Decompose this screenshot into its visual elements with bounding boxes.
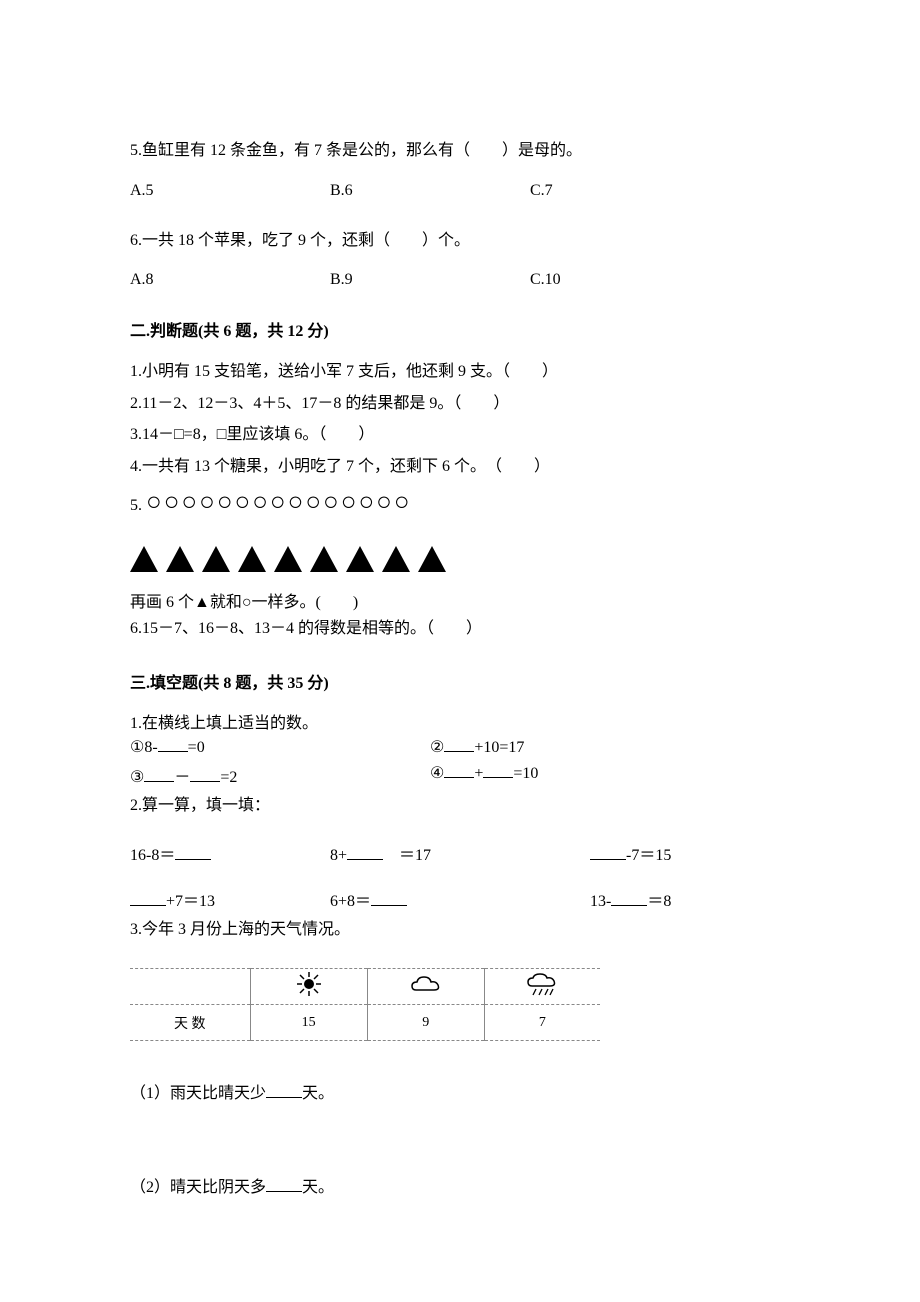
tf-4: 4.一共有 13 个糖果，小明吃了 7 个，还剩下 6 个。 （ ） [130, 454, 790, 480]
triangle-icon [166, 546, 194, 572]
blank [444, 764, 474, 778]
row-label: 天 数 [130, 1005, 250, 1041]
tf-5: 5. ○○○○○○○○○○○○○○○ [130, 486, 790, 519]
blank [190, 768, 220, 782]
table-row [130, 969, 600, 1005]
s1-post: 天。 [302, 1085, 334, 1102]
blank [347, 846, 383, 860]
tf-6: 6.15－7、16－8、13－4 的得数是相等的。（ ） [130, 616, 790, 642]
triangle-icon [418, 546, 446, 572]
sunny-days: 15 [250, 1005, 367, 1041]
f1a-pre: ①8- [130, 739, 158, 756]
cell-rainy-icon [484, 969, 600, 1005]
option-c: C.10 [530, 271, 730, 289]
option-c: C.7 [530, 182, 730, 200]
blank [444, 738, 474, 752]
section-2-title: 二.判断题(共 6 题，共 12 分) [130, 317, 790, 341]
blank [371, 892, 407, 906]
question-5-options: A.5 B.6 C.7 [130, 182, 790, 200]
sun-icon [289, 970, 329, 998]
triangle-icon [238, 546, 266, 572]
f2a-pre: ③ [130, 769, 144, 786]
blank [266, 1084, 302, 1098]
blank [590, 846, 626, 860]
tf-2: 2.11－2、12－3、4＋5、17－8 的结果都是 9。（ ） [130, 391, 790, 417]
triangle-icon [202, 546, 230, 572]
f1b-post: +10=17 [474, 739, 524, 756]
c2a-post: +7＝13 [166, 893, 215, 910]
question-6: 6.一共 18 个苹果，吃了 9 个，还剩（ ）个。 [130, 228, 790, 254]
s1-pre: （1）雨天比晴天少 [130, 1085, 266, 1102]
c1b-pre: 8+ [330, 847, 347, 864]
triangle-icon [274, 546, 302, 572]
blank [266, 1178, 302, 1192]
tf-1: 1.小明有 15 支铅笔，送给小军 7 支后，他还剩 9 支。（ ） [130, 359, 790, 385]
fill-q3: 3.今年 3 月份上海的天气情况。 [130, 917, 790, 943]
triangle-icon [310, 546, 338, 572]
cloudy-days: 9 [367, 1005, 484, 1041]
fill-row-2: ③ － =2 ④ + =10 [130, 763, 790, 787]
circles-row: ○○○○○○○○○○○○○○○ [146, 487, 412, 516]
f2b-mid: + [474, 765, 483, 782]
triangle-icon [382, 546, 410, 572]
cell-cloudy-icon [367, 969, 484, 1005]
rainy-days: 7 [484, 1005, 600, 1041]
f2a-post: =2 [220, 769, 237, 786]
c2b-pre: 6+8＝ [330, 893, 371, 910]
c2c-pre: 13- [590, 893, 611, 910]
blank [130, 892, 166, 906]
option-b: B.6 [330, 182, 530, 200]
section-3-title: 三.填空题(共 8 题，共 35 分) [130, 669, 790, 693]
s2-pre: （2）晴天比阴天多 [130, 1179, 266, 1196]
sub-question-1: （1）雨天比晴天少 天。 [130, 1079, 790, 1103]
s2-post: 天。 [302, 1179, 334, 1196]
option-a: A.8 [130, 271, 330, 289]
calc-row-1: 16-8＝ 8+ ＝17 -7＝15 [130, 841, 790, 865]
fill-q2: 2.算一算，填一填： [130, 793, 790, 819]
fill-q1: 1.在横线上填上适当的数。 [130, 711, 790, 737]
table-row: 天 数 15 9 7 [130, 1005, 600, 1041]
c1c-post: -7＝15 [626, 847, 671, 864]
question-6-options: A.8 B.9 C.10 [130, 271, 790, 289]
calc-row-2: +7＝13 6+8＝ 13- ＝8 [130, 887, 790, 911]
f1b-pre: ② [430, 739, 444, 756]
blank [611, 892, 647, 906]
blank [483, 764, 513, 778]
option-b: B.9 [330, 271, 530, 289]
cloud-icon [406, 970, 446, 998]
triangle-icon [130, 546, 158, 572]
true-false-list: 1.小明有 15 支铅笔，送给小军 7 支后，他还剩 9 支。（ ） 2.11－… [130, 359, 790, 518]
blank [144, 768, 174, 782]
blank [175, 846, 211, 860]
option-a: A.5 [130, 182, 330, 200]
tf-3: 3.14－□=8，□里应该填 6。（ ） [130, 422, 790, 448]
question-5: 5.鱼缸里有 12 条金鱼，有 7 条是公的，那么有（ ）是母的。 [130, 138, 790, 164]
f2b-pre: ④ [430, 765, 444, 782]
tf-5-cont: 再画 6 个▲就和○一样多。( ) [130, 590, 790, 616]
f1a-post: =0 [188, 739, 205, 756]
fill-row-1: ①8- =0 ② +10=17 [130, 737, 790, 757]
triangles-row [130, 546, 790, 572]
c2c-post: ＝8 [647, 893, 671, 910]
tf-5-prefix: 5. [130, 497, 142, 514]
cell-sunny-icon [250, 969, 367, 1005]
sub-question-2: （2）晴天比阴天多 天。 [130, 1173, 790, 1197]
c1b-post: ＝17 [383, 847, 431, 864]
f2a-mid: － [174, 769, 190, 786]
triangle-icon [346, 546, 374, 572]
rain-icon [522, 970, 562, 998]
c1a-pre: 16-8＝ [130, 847, 175, 864]
weather-table: 天 数 15 9 7 [130, 968, 600, 1041]
cell-blank [130, 969, 250, 1005]
f2b-post: =10 [513, 765, 538, 782]
blank [158, 738, 188, 752]
